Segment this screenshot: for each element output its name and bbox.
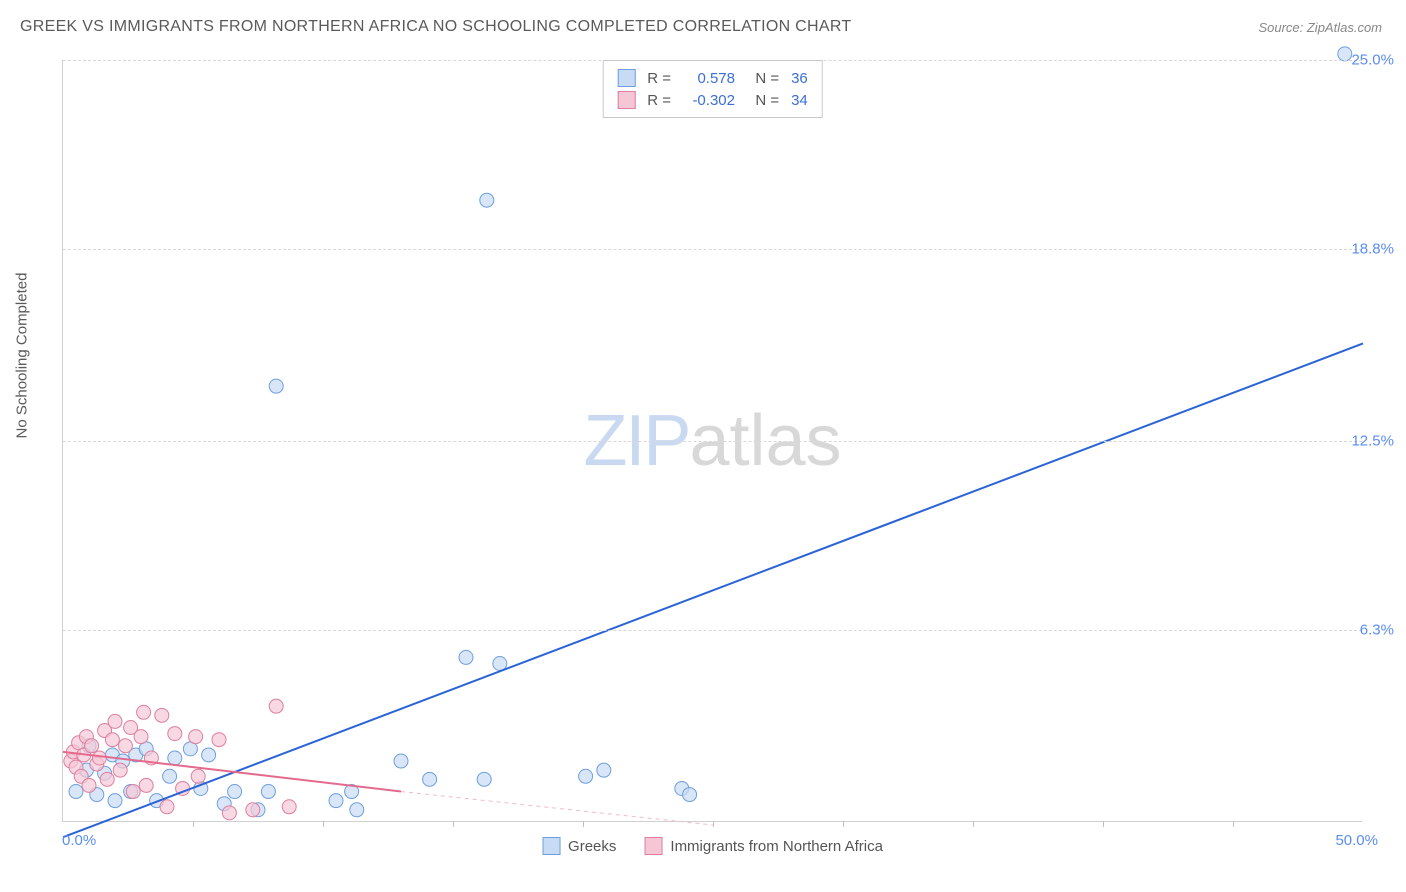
grid-line — [63, 441, 1362, 442]
data-point — [261, 785, 275, 799]
trend-line — [401, 792, 713, 826]
data-point — [269, 699, 283, 713]
data-point — [480, 193, 494, 207]
chart-title: GREEK VS IMMIGRANTS FROM NORTHERN AFRICA… — [20, 18, 852, 36]
data-point — [100, 772, 114, 786]
y-tick-label: 6.3% — [1360, 621, 1394, 638]
n-value-greeks: 36 — [791, 70, 808, 87]
data-point — [202, 748, 216, 762]
data-point — [350, 803, 364, 817]
x-tick-end: 50.0% — [1335, 832, 1378, 849]
grid-line — [63, 630, 1362, 631]
correlation-row-2: R = -0.302 N = 34 — [617, 89, 808, 111]
data-point — [222, 806, 236, 820]
y-axis-label: No Schooling Completed — [14, 273, 31, 439]
data-point — [459, 650, 473, 664]
data-point — [92, 751, 106, 765]
x-minor-tick — [583, 821, 584, 827]
r-value-greeks: 0.578 — [679, 70, 735, 87]
r-value-immigrants: -0.302 — [679, 92, 735, 109]
legend-label: Immigrants from Northern Africa — [670, 838, 883, 855]
data-point — [246, 803, 260, 817]
data-point — [82, 778, 96, 792]
swatch-immigrants — [617, 91, 635, 109]
legend-item: Immigrants from Northern Africa — [644, 837, 883, 855]
x-minor-tick — [973, 821, 974, 827]
data-point — [69, 785, 83, 799]
legend-swatch — [542, 837, 560, 855]
x-minor-tick — [1103, 821, 1104, 827]
source-attribution: Source: ZipAtlas.com — [1258, 20, 1382, 35]
plot-area: ZIPatlas R = 0.578 N = 36 R = -0.302 N =… — [62, 60, 1362, 822]
data-point — [329, 794, 343, 808]
data-point — [155, 708, 169, 722]
x-minor-tick — [323, 821, 324, 827]
data-point — [228, 785, 242, 799]
y-tick-label: 18.8% — [1351, 240, 1394, 257]
data-point — [282, 800, 296, 814]
data-point — [163, 769, 177, 783]
data-point — [108, 714, 122, 728]
data-point — [597, 763, 611, 777]
data-point — [423, 772, 437, 786]
x-tick-start: 0.0% — [62, 832, 96, 849]
data-point — [160, 800, 174, 814]
y-tick-label: 25.0% — [1351, 52, 1394, 69]
x-minor-tick — [1233, 821, 1234, 827]
data-point — [394, 754, 408, 768]
y-tick-label: 12.5% — [1351, 433, 1394, 450]
legend-swatch — [644, 837, 662, 855]
data-point — [134, 730, 148, 744]
n-label: N = — [747, 92, 779, 109]
data-point — [118, 739, 132, 753]
data-point — [85, 739, 99, 753]
data-point — [105, 733, 119, 747]
r-label: R = — [647, 92, 671, 109]
data-point — [113, 763, 127, 777]
legend-item: Greeks — [542, 837, 616, 855]
correlation-legend: R = 0.578 N = 36 R = -0.302 N = 34 — [602, 60, 823, 118]
data-point — [137, 705, 151, 719]
x-minor-tick — [193, 821, 194, 827]
data-point — [108, 794, 122, 808]
data-point — [477, 772, 491, 786]
legend-label: Greeks — [568, 838, 616, 855]
data-point — [168, 751, 182, 765]
data-point — [189, 730, 203, 744]
swatch-greeks — [617, 69, 635, 87]
data-point — [139, 778, 153, 792]
data-point — [168, 727, 182, 741]
series-legend: Greeks Immigrants from Northern Africa — [542, 837, 883, 855]
data-point — [126, 785, 140, 799]
x-minor-tick — [843, 821, 844, 827]
data-point — [269, 379, 283, 393]
n-label: N = — [747, 70, 779, 87]
x-minor-tick — [713, 821, 714, 827]
grid-line — [63, 249, 1362, 250]
x-minor-tick — [453, 821, 454, 827]
data-point — [683, 788, 697, 802]
correlation-row-1: R = 0.578 N = 36 — [617, 67, 808, 89]
data-point — [1338, 47, 1352, 61]
data-point — [191, 769, 205, 783]
trend-line — [63, 343, 1363, 837]
n-value-immigrants: 34 — [791, 92, 808, 109]
data-point — [579, 769, 593, 783]
r-label: R = — [647, 70, 671, 87]
data-point — [212, 733, 226, 747]
